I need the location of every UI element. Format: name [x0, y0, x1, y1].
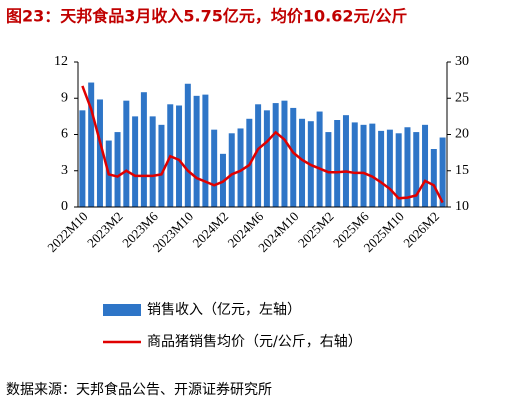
bar [202, 94, 209, 207]
bar [176, 105, 183, 207]
bar [281, 100, 288, 207]
source-note: 数据来源：天邦食品公告、开源证券研究所 [6, 381, 272, 398]
y2-tick-label: 25 [455, 90, 469, 105]
bar [351, 122, 358, 207]
bar [299, 118, 306, 207]
bar [272, 103, 279, 207]
x-tick-label: 2024M2 [189, 209, 231, 251]
bar [140, 92, 147, 207]
legend-label: 商品猪销售均价（元/公斤，右轴） [147, 334, 362, 350]
y2-tick-label: 30 [455, 54, 469, 69]
bar [211, 129, 218, 207]
bar [342, 115, 349, 207]
y-tick-label: 3 [61, 163, 68, 178]
y-tick-label: 9 [61, 90, 68, 105]
bar [255, 104, 262, 207]
bar [439, 137, 446, 207]
y2-tick-label: 10 [455, 199, 469, 214]
bar [422, 124, 429, 207]
x-tick-label: 2026M2 [400, 209, 442, 251]
bar [228, 133, 235, 207]
bar [123, 100, 130, 207]
bar [413, 132, 420, 207]
price-line [81, 85, 444, 204]
bar [237, 128, 244, 207]
bar [79, 110, 86, 207]
bar [369, 123, 376, 207]
x-tick-label: 2025M2 [295, 209, 337, 251]
bar [149, 116, 156, 207]
bar [325, 132, 332, 207]
y-tick-label: 6 [61, 127, 68, 142]
bar [386, 129, 393, 207]
bar [114, 132, 121, 207]
bar [290, 107, 297, 207]
bar [360, 124, 367, 207]
bar [132, 116, 139, 207]
bar [184, 83, 191, 207]
y-tick-label: 12 [54, 54, 68, 69]
bar [263, 110, 270, 207]
bar [96, 99, 103, 207]
y2-tick-label: 20 [455, 127, 469, 142]
y-tick-label: 0 [61, 199, 68, 214]
x-tick-label: 2023M2 [84, 209, 126, 251]
bar [88, 82, 95, 207]
legend-label: 销售收入（亿元，左轴） [147, 302, 301, 318]
bar [334, 120, 341, 207]
bar [316, 111, 323, 207]
bar [378, 130, 385, 207]
y2-tick-label: 15 [455, 163, 469, 178]
chart-title: 图23：天邦食品3月收入5.75亿元，均价10.62元/公斤 [6, 7, 407, 26]
bar [395, 133, 402, 207]
bar [404, 127, 411, 207]
bar [158, 124, 165, 207]
bar [430, 149, 437, 207]
legend-swatch [103, 304, 141, 316]
bar [193, 95, 200, 207]
x-tick-label: 2022M10 [44, 209, 90, 255]
